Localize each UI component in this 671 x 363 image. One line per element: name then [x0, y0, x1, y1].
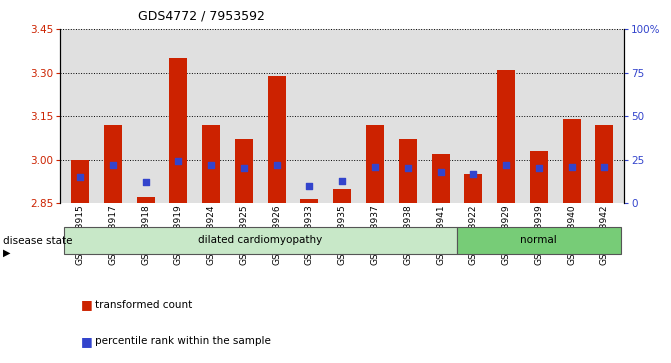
Point: [173, 159, 184, 164]
Bar: [64, 227, 457, 254]
Point: [533, 166, 544, 171]
Point: [599, 164, 610, 170]
Point: [435, 169, 446, 175]
Text: dilated cardiomyopathy: dilated cardiomyopathy: [198, 236, 322, 245]
Bar: [169, 58, 187, 203]
Bar: [137, 197, 154, 203]
Point: [238, 166, 249, 171]
Bar: [202, 125, 220, 203]
Text: disease state: disease state: [3, 236, 73, 246]
Bar: [104, 125, 122, 203]
Text: transformed count: transformed count: [95, 300, 193, 310]
Text: percentile rank within the sample: percentile rank within the sample: [95, 336, 271, 346]
Bar: [464, 174, 482, 203]
Bar: [268, 76, 286, 203]
Text: GDS4772 / 7953592: GDS4772 / 7953592: [138, 9, 265, 22]
Text: ■: ■: [81, 335, 93, 348]
Point: [140, 179, 151, 185]
Point: [501, 162, 511, 168]
Bar: [235, 139, 253, 203]
Point: [206, 162, 217, 168]
Bar: [497, 70, 515, 203]
Point: [370, 164, 380, 170]
Bar: [71, 160, 89, 203]
Bar: [399, 139, 417, 203]
Bar: [562, 119, 580, 203]
Bar: [333, 189, 351, 203]
Point: [107, 162, 118, 168]
Text: ▶: ▶: [3, 247, 11, 257]
Point: [304, 183, 315, 189]
Point: [403, 166, 413, 171]
Bar: [530, 151, 548, 203]
Point: [74, 174, 85, 180]
Point: [566, 164, 577, 170]
Bar: [457, 227, 621, 254]
Point: [337, 178, 348, 184]
Text: normal: normal: [521, 236, 557, 245]
Bar: [301, 199, 319, 203]
Point: [468, 171, 478, 176]
Point: [271, 162, 282, 168]
Bar: [431, 154, 450, 203]
Bar: [595, 125, 613, 203]
Bar: [366, 125, 384, 203]
Text: ■: ■: [81, 298, 93, 311]
